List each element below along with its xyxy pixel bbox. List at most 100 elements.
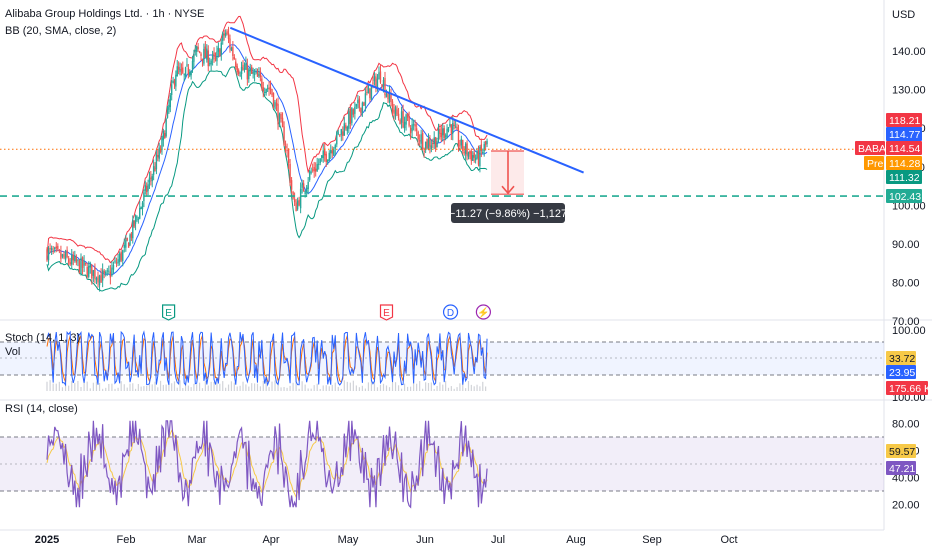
candle-body (207, 50, 209, 67)
price-axis[interactable]: 140.00130.00120.00110.00100.0090.0080.00… (892, 46, 926, 328)
candle-body (376, 78, 379, 89)
time-axis[interactable]: 2025 Feb Mar Apr May Jun Jul Aug Sep Oct (35, 534, 738, 546)
volume-bar (385, 385, 388, 391)
volume-bar (129, 383, 131, 391)
candle-body (278, 113, 281, 127)
vol-indicator-label[interactable]: Vol (5, 346, 20, 358)
candle-body (155, 154, 158, 170)
volume-bar (168, 380, 170, 391)
bb-indicator-label[interactable]: BB (20, SMA, close, 2) (5, 25, 116, 37)
candle-body (157, 155, 159, 158)
volume-bar (230, 381, 233, 391)
candle-body (318, 163, 320, 165)
candle-body (100, 274, 102, 283)
volume-bar (388, 387, 391, 391)
volume-bar (61, 387, 64, 391)
candle-body (97, 276, 99, 283)
candle-body (355, 103, 358, 107)
candle-body (198, 51, 201, 53)
time-axis-label: Feb (117, 534, 136, 546)
candle-body (453, 124, 455, 126)
volume-bar (193, 383, 195, 391)
candle-body (89, 264, 91, 268)
volume-bar (310, 388, 312, 391)
candle-body (345, 125, 347, 129)
candle-body (379, 71, 382, 83)
event-marker[interactable]: ⚡ (475, 304, 491, 320)
candle-body (474, 157, 477, 161)
time-axis-label: Apr (262, 534, 279, 546)
rsi-indicator-label[interactable]: RSI (14, close) (5, 403, 78, 415)
time-axis-label: May (338, 534, 359, 546)
candle-body (339, 134, 341, 136)
candle-body (394, 107, 397, 117)
event-marker[interactable]: E (379, 304, 394, 321)
candle-body (414, 124, 416, 127)
volume-bar (204, 380, 206, 391)
candle-body (232, 47, 234, 57)
candle-body (253, 73, 256, 75)
candle-body (286, 150, 288, 152)
candles (46, 26, 488, 292)
candle-body (360, 107, 362, 113)
candle-body (480, 144, 483, 151)
candle-body (342, 131, 344, 136)
candle-body (412, 124, 415, 126)
candle-body (418, 140, 421, 142)
candle-body (396, 109, 398, 115)
volume-bar (227, 384, 230, 391)
volume-bar (304, 384, 306, 391)
currency-label[interactable]: USD (892, 9, 915, 21)
candle-body (94, 267, 96, 279)
volume-bar (239, 385, 241, 391)
volume-bar (340, 388, 342, 391)
event-marker[interactable]: D (442, 304, 459, 320)
candle-body (391, 101, 394, 113)
candle-body (462, 139, 464, 152)
volume-bar (382, 383, 385, 391)
candle-body (450, 124, 453, 134)
trend-line[interactable] (229, 26, 584, 174)
volume-bar (364, 388, 367, 391)
candle-body (262, 87, 264, 92)
volume-bar (157, 387, 159, 391)
volume-bar (46, 381, 48, 391)
candle-body (469, 150, 471, 154)
price-axis-label: 80.00 (892, 278, 920, 290)
rsi-value-tag: 59.57 (889, 446, 915, 458)
candle-body (125, 240, 127, 248)
candle-body (136, 216, 138, 218)
event-markers[interactable]: E E D ⚡ (162, 304, 491, 321)
candle-body (106, 270, 108, 272)
candle-body (233, 56, 236, 60)
volume-bar (111, 383, 113, 391)
candle-body (118, 253, 121, 262)
candle-body (83, 261, 85, 266)
candle-body (390, 94, 392, 103)
rsi-ma-tag: 47.21 (889, 463, 915, 475)
candle-body (423, 150, 425, 152)
volume-bar (274, 380, 276, 391)
candle-body (141, 202, 144, 209)
candle-body (216, 51, 218, 62)
candle-body (259, 71, 262, 78)
candle-body (258, 73, 260, 76)
volume-bar (439, 382, 441, 391)
candle-body (195, 46, 198, 52)
stoch-indicator-label[interactable]: Stoch (14, 1, 3) (5, 332, 80, 344)
time-axis-label: Aug (566, 534, 586, 546)
event-marker[interactable]: E (162, 304, 176, 321)
candle-body (184, 67, 187, 77)
rsi-lines (46, 420, 488, 509)
candle-body (219, 49, 221, 57)
volume-bar (58, 381, 60, 391)
volume-bar (361, 385, 363, 391)
volume-bar (179, 380, 181, 391)
candle-body (151, 176, 153, 182)
time-axis-label: Mar (188, 534, 207, 546)
candle-body (352, 109, 355, 115)
measure-tool[interactable] (491, 150, 524, 195)
candle-body (209, 63, 211, 65)
candle-body (190, 71, 192, 76)
